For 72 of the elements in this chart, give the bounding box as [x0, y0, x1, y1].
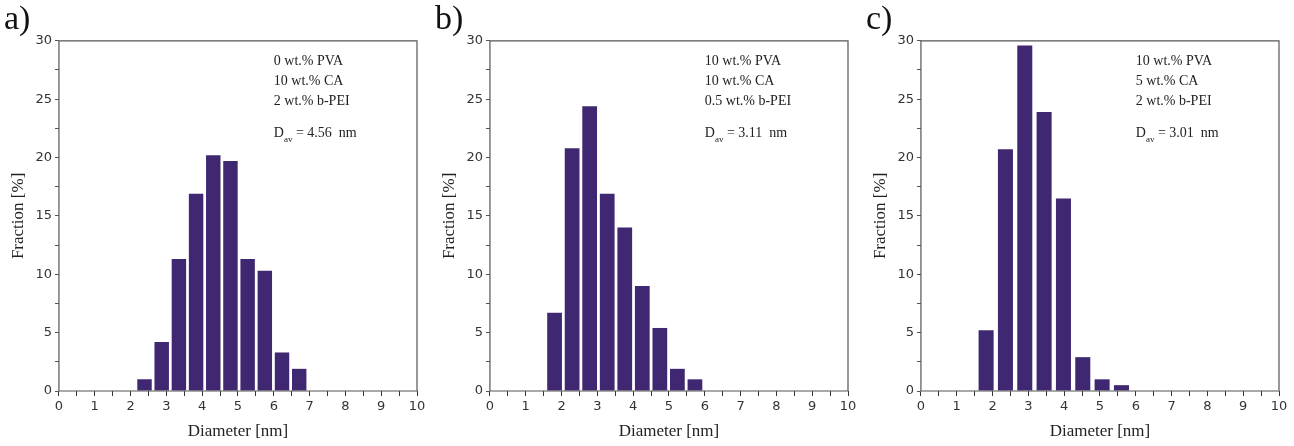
y-tick-label: 25: [35, 90, 52, 106]
y-tick-label: 5: [474, 324, 483, 340]
x-tick-label: 8: [341, 398, 350, 414]
annotation: 10 wt.% PVA: [704, 52, 783, 68]
chart-title: c): [866, 0, 893, 38]
x-tick-label: 9: [377, 398, 386, 414]
y-tick-label: 20: [35, 148, 52, 164]
x-tick-label: 3: [1024, 398, 1033, 414]
y-tick-label: 0: [474, 382, 483, 398]
x-tick-label: 0: [916, 398, 926, 414]
x-tick-label: 5: [1095, 398, 1105, 414]
annotation: 0.5 wt.% b-PEI: [704, 92, 792, 108]
x-axis-title: Diameter [nm]: [187, 421, 289, 441]
annotation: 5 wt.% CA: [1135, 72, 1200, 88]
y-tick-label: 10: [35, 265, 52, 281]
x-tick-label: 5: [664, 398, 674, 414]
x-tick-label: 10: [839, 398, 857, 414]
x-tick-label: 4: [198, 398, 207, 414]
x-axis-title: Diameter [nm]: [618, 421, 720, 441]
y-tick-label: 20: [897, 148, 914, 164]
y-tick-label: 30: [466, 32, 483, 48]
annotation: 2 wt.% b-PEI: [1135, 92, 1212, 108]
y-axis-title: Fraction [%]: [438, 172, 458, 260]
x-tick-label: 0: [485, 398, 495, 414]
y-tick-label: 25: [897, 90, 914, 106]
x-tick-label: 4: [1060, 398, 1069, 414]
x-tick-label: 6: [1131, 398, 1140, 414]
y-tick-label: 30: [897, 32, 914, 48]
y-tick-label: 20: [466, 148, 483, 164]
y-tick-label: 15: [897, 207, 914, 223]
chart-title: a): [4, 0, 31, 38]
y-tick-label: 5: [905, 324, 914, 340]
annotation: 2 wt.% b-PEI: [273, 92, 350, 108]
x-tick-label: 10: [1270, 398, 1288, 414]
y-tick-label: 15: [466, 207, 483, 223]
x-tick-label: 4: [629, 398, 638, 414]
x-tick-label: 2: [557, 398, 566, 414]
x-tick-label: 0: [54, 398, 64, 414]
y-tick-label: 15: [35, 207, 52, 223]
x-tick-label: 6: [700, 398, 709, 414]
x-tick-label: 9: [1239, 398, 1248, 414]
y-tick-label: 25: [466, 90, 483, 106]
y-tick-label: 0: [905, 382, 914, 398]
x-tick-label: 9: [808, 398, 817, 414]
x-tick-label: 1: [90, 398, 99, 414]
x-tick-label: 7: [1167, 398, 1176, 414]
annotation: 0 wt.% PVA: [273, 52, 345, 68]
y-tick-label: 5: [43, 324, 52, 340]
x-tick-label: 1: [521, 398, 530, 414]
x-tick-label: 7: [736, 398, 745, 414]
annotation: 10 wt.% CA: [704, 72, 776, 88]
y-tick-label: 10: [466, 265, 483, 281]
x-tick-label: 3: [162, 398, 171, 414]
y-tick-label: 10: [897, 265, 914, 281]
x-tick-label: 3: [593, 398, 602, 414]
y-axis-title: Fraction [%]: [869, 172, 889, 260]
x-tick-label: 8: [772, 398, 781, 414]
x-tick-label: 8: [1203, 398, 1212, 414]
annotation: 10 wt.% CA: [273, 72, 345, 88]
x-tick-label: 5: [233, 398, 243, 414]
x-tick-label: 2: [988, 398, 997, 414]
y-tick-label: 30: [35, 32, 52, 48]
x-tick-label: 6: [269, 398, 278, 414]
annotation: 10 wt.% PVA: [1135, 52, 1214, 68]
x-tick-label: 10: [408, 398, 426, 414]
x-tick-label: 7: [305, 398, 314, 414]
x-tick-label: 1: [952, 398, 961, 414]
x-axis-title: Diameter [nm]: [1049, 421, 1151, 441]
y-axis-title: Fraction [%]: [7, 172, 27, 260]
y-tick-label: 0: [43, 382, 52, 398]
x-tick-label: 2: [126, 398, 135, 414]
chart-title: b): [435, 0, 464, 38]
